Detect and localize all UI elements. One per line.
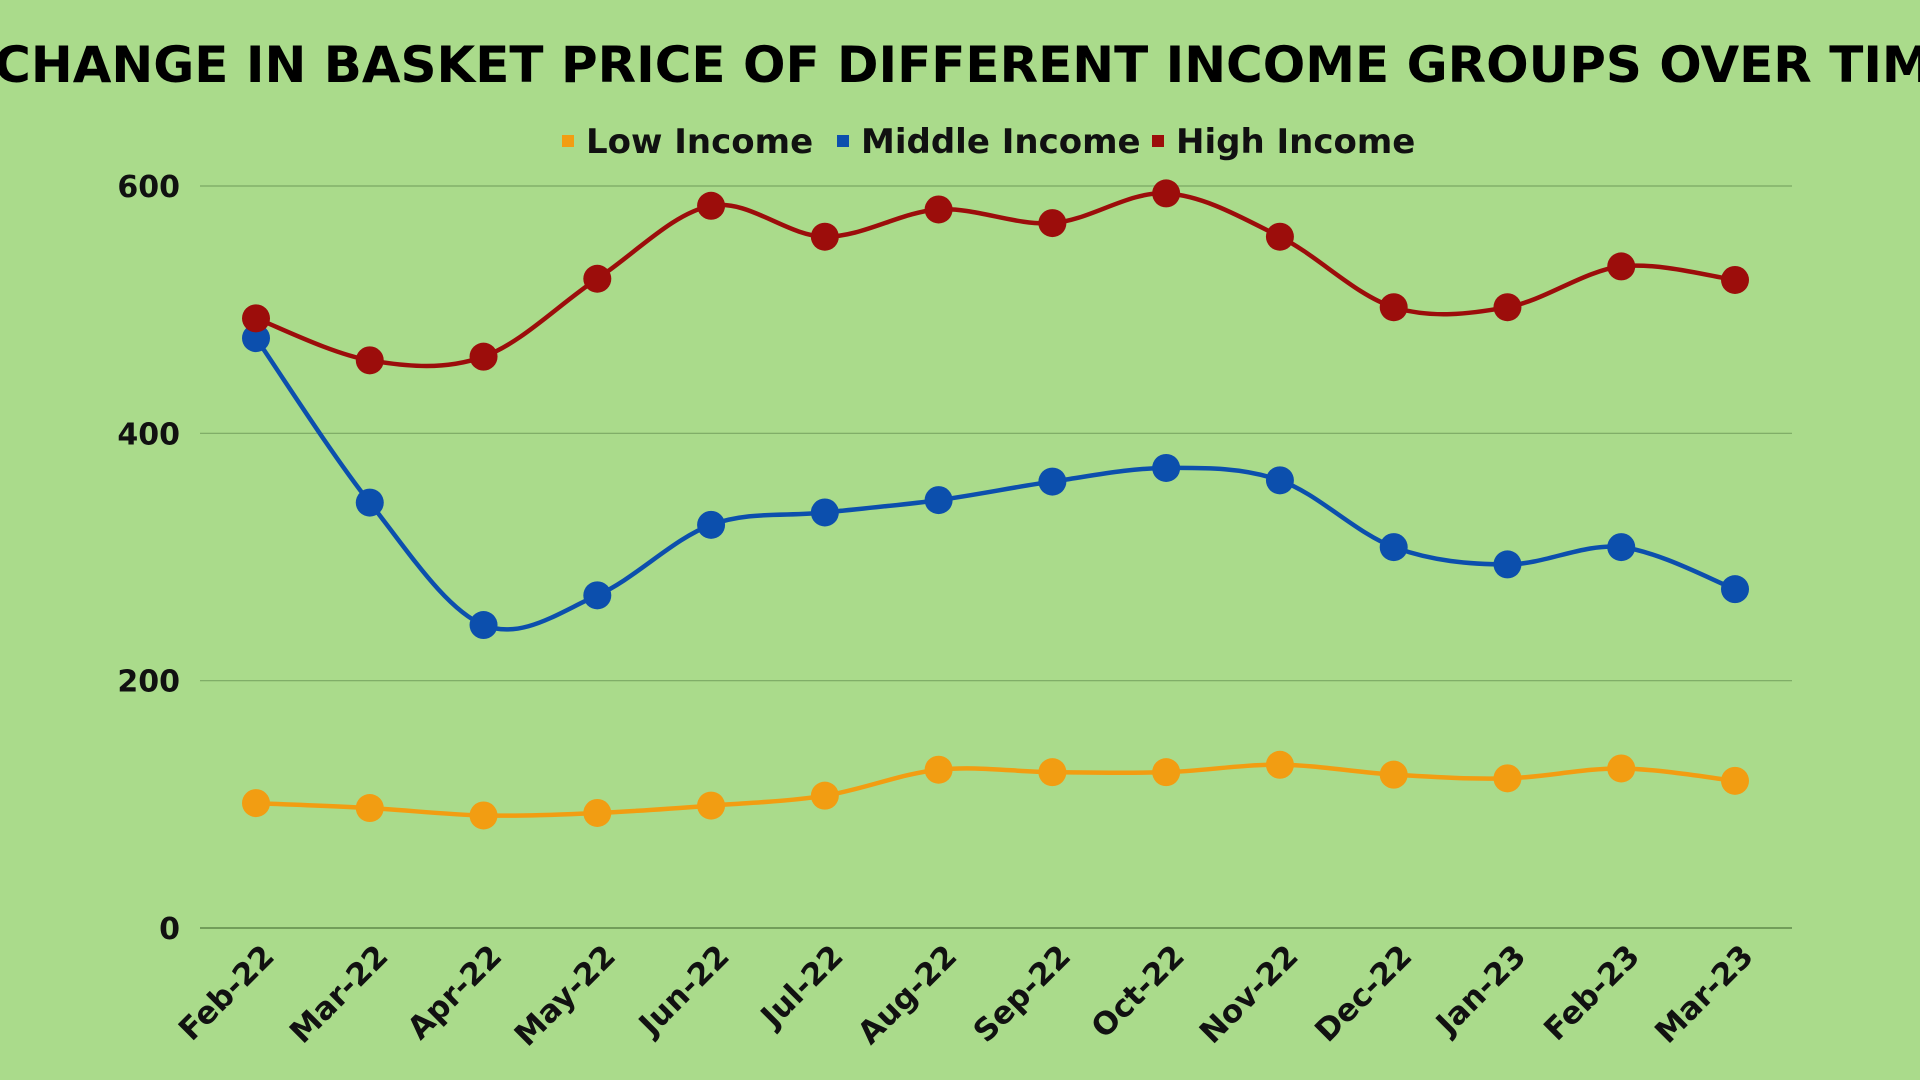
series-line-high-income: [253, 191, 1738, 369]
legend: Low Income Middle Income High Income: [562, 122, 1415, 162]
data-point-high-income-nov-22: [1265, 222, 1294, 251]
legend-marker-high-income: [1152, 135, 1164, 147]
chart-title: CHANGE IN BASKET PRICE OF DIFFERENT INCO…: [0, 36, 1920, 94]
data-point-low-income-jan-23: [1493, 764, 1522, 793]
data-point-middle-income-apr-22: [469, 611, 498, 640]
data-point-middle-income-oct-22: [1152, 453, 1181, 482]
data-point-high-income-jul-22: [810, 222, 839, 251]
data-point-high-income-jun-22: [697, 191, 726, 220]
x-tick-label-apr-22: Apr-22: [401, 938, 510, 1047]
data-point-low-income-aug-22: [924, 755, 953, 784]
x-tick-label-nov-22: Nov-22: [1193, 938, 1306, 1051]
legend-item-low-income: Low Income: [562, 122, 813, 162]
legend-label-low-income: Low Income: [586, 122, 813, 162]
data-point-middle-income-jun-22: [697, 510, 726, 539]
data-point-middle-income-jul-22: [810, 498, 839, 527]
data-point-middle-income-sep-22: [1038, 467, 1067, 496]
data-point-high-income-jan-23: [1493, 293, 1522, 322]
series-high-income: [242, 179, 1749, 375]
x-tick-label-feb-22: Feb-22: [172, 938, 282, 1048]
x-tick-label-mar-23: Mar-23: [1648, 938, 1760, 1050]
data-point-middle-income-feb-22: [242, 324, 270, 353]
data-point-high-income-sep-22: [1038, 209, 1067, 238]
legend-label-middle-income: Middle Income: [861, 122, 1141, 162]
data-point-high-income-mar-23: [1721, 265, 1749, 294]
legend-marker-low-income: [562, 135, 574, 147]
data-point-middle-income-nov-22: [1265, 466, 1294, 495]
data-point-high-income-aug-22: [924, 195, 953, 224]
series-line-middle-income: [253, 335, 1738, 632]
data-point-high-income-feb-23: [1607, 252, 1636, 281]
x-tick-label-oct-22: Oct-22: [1085, 938, 1192, 1045]
data-point-low-income-dec-22: [1379, 760, 1408, 789]
series-low-income: [242, 750, 1749, 830]
x-tick-label-may-22: May-22: [508, 938, 623, 1053]
data-point-high-income-feb-22: [242, 304, 270, 333]
y-tick-label-400: 400: [117, 417, 180, 452]
data-point-low-income-jul-22: [810, 781, 839, 810]
data-point-high-income-may-22: [583, 264, 612, 293]
x-tick-label-sep-22: Sep-22: [967, 938, 1078, 1049]
data-point-middle-income-may-22: [583, 581, 612, 610]
legend-item-high-income: High Income: [1152, 122, 1415, 162]
data-point-low-income-mar-23: [1721, 766, 1749, 795]
data-point-low-income-nov-22: [1265, 750, 1294, 779]
data-point-high-income-dec-22: [1379, 293, 1408, 322]
data-point-middle-income-mar-23: [1721, 575, 1749, 604]
data-point-middle-income-feb-23: [1607, 533, 1636, 562]
legend-label-high-income: High Income: [1176, 122, 1415, 162]
data-point-middle-income-jan-23: [1493, 550, 1522, 579]
data-point-low-income-mar-22: [355, 794, 384, 823]
y-tick-label-600: 600: [117, 170, 180, 205]
series-middle-income: [242, 324, 1749, 640]
data-point-high-income-apr-22: [469, 342, 498, 371]
data-point-low-income-feb-22: [242, 789, 270, 818]
legend-marker-middle-income: [837, 135, 849, 147]
x-tick-label-feb-23: Feb-23: [1537, 938, 1647, 1048]
data-point-low-income-may-22: [583, 798, 612, 827]
y-axis-ticks: 0 200 400 600: [117, 170, 180, 947]
gridlines: [200, 185, 1792, 929]
x-tick-label-jul-22: Jul-22: [753, 938, 851, 1036]
data-point-low-income-jun-22: [697, 791, 726, 820]
data-point-low-income-sep-22: [1038, 758, 1067, 787]
data-point-low-income-apr-22: [469, 801, 498, 830]
data-point-low-income-oct-22: [1152, 758, 1181, 787]
y-tick-label-200: 200: [117, 665, 180, 700]
x-tick-label-jun-22: Jun-22: [631, 938, 737, 1044]
y-tick-label-0: 0: [159, 912, 180, 947]
data-point-middle-income-mar-22: [355, 488, 384, 517]
series-lines: [242, 179, 1749, 830]
x-tick-label-jan-23: Jan-23: [1428, 938, 1533, 1043]
data-point-high-income-oct-22: [1152, 179, 1181, 208]
data-point-middle-income-aug-22: [924, 486, 953, 515]
x-tick-label-aug-22: Aug-22: [851, 938, 964, 1051]
x-tick-label-mar-22: Mar-22: [283, 938, 395, 1050]
x-tick-label-dec-22: Dec-22: [1308, 938, 1419, 1049]
data-point-middle-income-dec-22: [1379, 533, 1408, 562]
legend-item-middle-income: Middle Income: [837, 122, 1141, 162]
data-point-low-income-feb-23: [1607, 754, 1636, 783]
data-point-high-income-mar-22: [355, 346, 384, 375]
